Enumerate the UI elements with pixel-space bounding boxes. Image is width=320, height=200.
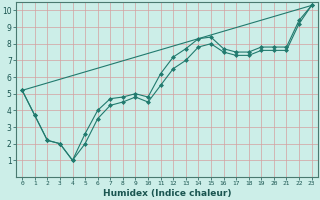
X-axis label: Humidex (Indice chaleur): Humidex (Indice chaleur) xyxy=(103,189,231,198)
